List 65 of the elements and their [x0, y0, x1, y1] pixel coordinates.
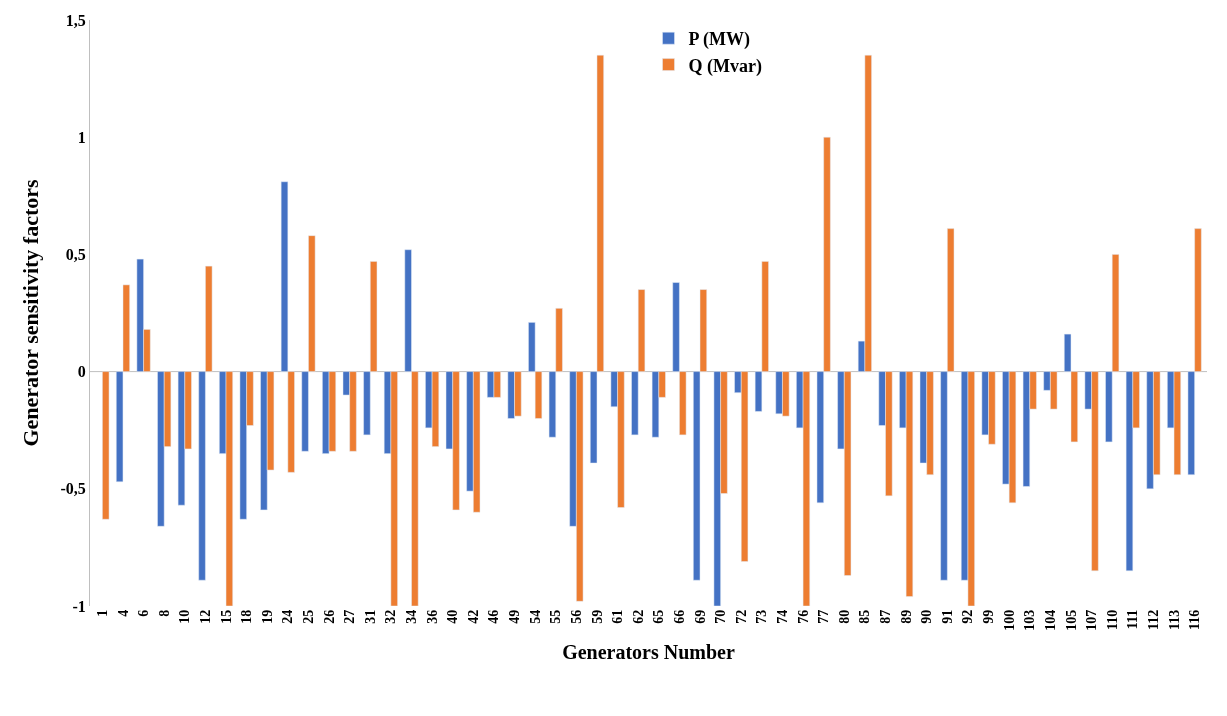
x-tick-label: 74 — [775, 609, 791, 624]
y-axis-title: Generator sensitivity factors — [18, 178, 44, 447]
x-tick-label: 26 — [321, 609, 337, 624]
x-tick-label: 76 — [795, 609, 811, 624]
x-tick-label: 103 — [1022, 609, 1038, 631]
x-tick-label: 92 — [960, 609, 976, 624]
x-tick-label: 110 — [1104, 609, 1120, 631]
x-tick-label: 62 — [630, 609, 646, 624]
x-tick-label: 55 — [548, 609, 564, 624]
x-tick-label: 6 — [136, 609, 152, 617]
x-tick-label: 77 — [816, 609, 832, 624]
x-tick-label: 25 — [301, 609, 316, 624]
x-tick-label: 18 — [239, 609, 255, 624]
x-tick-label: 99 — [981, 609, 997, 624]
x-tick-label: 116 — [1187, 609, 1203, 631]
x-tick-label: 113 — [1166, 609, 1182, 631]
x-tick-label: 46 — [486, 609, 502, 624]
x-tick-label: 90 — [919, 609, 935, 624]
x-tick-label: 73 — [754, 609, 770, 624]
x-tick-label: 65 — [651, 609, 667, 624]
x-tick-label: 61 — [610, 609, 626, 624]
x-tick-label: 24 — [280, 609, 296, 624]
x-tick-label: 42 — [465, 609, 481, 624]
bar — [102, 371, 110, 520]
x-tick-label: 34 — [404, 609, 420, 624]
x-tick-label: 105 — [1063, 609, 1079, 631]
x-tick-label: 8 — [156, 609, 172, 617]
x-tick-label: 1 — [94, 609, 110, 617]
y-tick-label: -1 — [72, 597, 86, 615]
x-tick-label: 40 — [445, 609, 461, 624]
x-tick-label: 111 — [1125, 609, 1141, 630]
x-tick-label: 59 — [589, 609, 605, 624]
x-tick-label: 19 — [259, 609, 275, 624]
x-tick-label: 70 — [713, 609, 729, 624]
x-tick-label: 54 — [527, 609, 543, 624]
x-tick-label: 15 — [218, 609, 234, 624]
x-tick-label: 27 — [342, 609, 358, 624]
x-tick-label: 107 — [1084, 609, 1100, 631]
x-tick-label: 4 — [115, 609, 131, 617]
y-tick-label: -0,5 — [60, 480, 86, 498]
x-tick-label: 56 — [568, 609, 584, 624]
x-tick-label: 80 — [836, 609, 852, 624]
x-tick-label: 31 — [362, 609, 378, 624]
x-tick-label: 104 — [1042, 609, 1058, 631]
legend-label: Q (Mvar) — [688, 55, 762, 77]
x-tick-label: 49 — [507, 609, 523, 624]
x-axis-title: Generators Number — [562, 641, 735, 664]
legend-label: P (MW) — [688, 29, 750, 51]
x-tick-label: 36 — [424, 609, 440, 624]
x-tick-label: 12 — [197, 609, 213, 624]
x-tick-label: 32 — [383, 609, 399, 624]
y-tick-label: 1,5 — [65, 11, 86, 29]
x-tick-label: 112 — [1145, 609, 1161, 631]
y-tick-label: 0,5 — [65, 246, 86, 263]
x-tick-label: 89 — [898, 609, 914, 624]
x-tick-label: 85 — [857, 609, 873, 624]
y-tick-label: 1 — [77, 128, 86, 146]
x-tick-label: 100 — [1001, 609, 1017, 631]
y-tick-label: 0 — [77, 363, 86, 381]
x-tick-label: 10 — [177, 609, 193, 624]
x-tick-label: 72 — [733, 609, 749, 624]
x-tick-label: 69 — [692, 609, 708, 624]
x-tick-label: 87 — [878, 609, 894, 624]
x-tick-label: 66 — [671, 609, 687, 624]
x-tick-label: 91 — [939, 609, 955, 624]
